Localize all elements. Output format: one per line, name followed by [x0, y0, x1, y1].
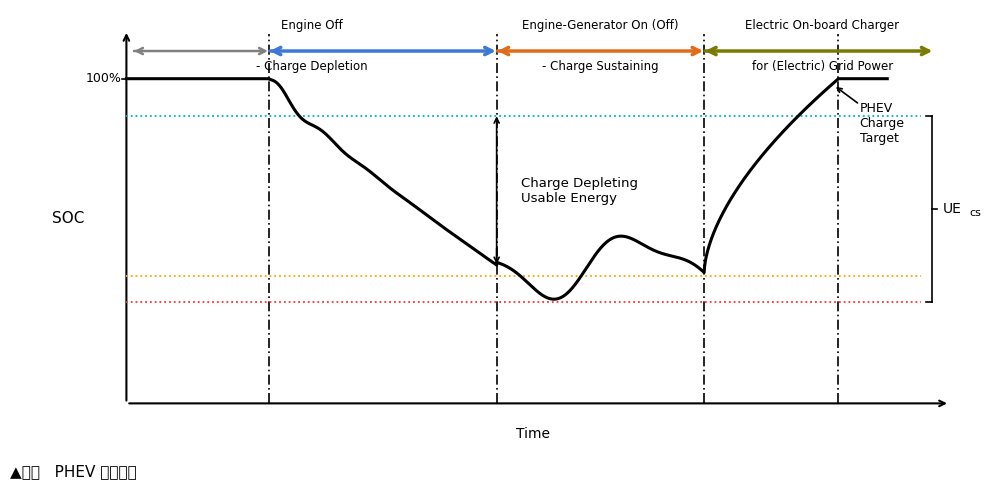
- Text: UE: UE: [943, 202, 962, 216]
- Text: - Charge Depletion: - Charge Depletion: [256, 60, 368, 73]
- Text: - Charge Sustaining: - Charge Sustaining: [542, 60, 658, 73]
- Text: ▲图一   PHEV 操作程序: ▲图一 PHEV 操作程序: [10, 464, 137, 479]
- Text: PHEV
Charge
Target: PHEV Charge Target: [860, 103, 905, 145]
- Text: SOC: SOC: [52, 212, 85, 226]
- Text: Engine-Generator On (Off): Engine-Generator On (Off): [522, 19, 678, 32]
- Text: Time: Time: [516, 427, 550, 441]
- Text: Engine Off: Engine Off: [281, 19, 343, 32]
- Text: for (Electric) Grid Power: for (Electric) Grid Power: [751, 60, 893, 73]
- Text: 100%: 100%: [86, 72, 122, 85]
- Text: cs: cs: [969, 208, 981, 218]
- Text: Charge Depleting
Usable Energy: Charge Depleting Usable Energy: [520, 177, 638, 205]
- Text: Electric On-board Charger: Electric On-board Charger: [745, 19, 899, 32]
